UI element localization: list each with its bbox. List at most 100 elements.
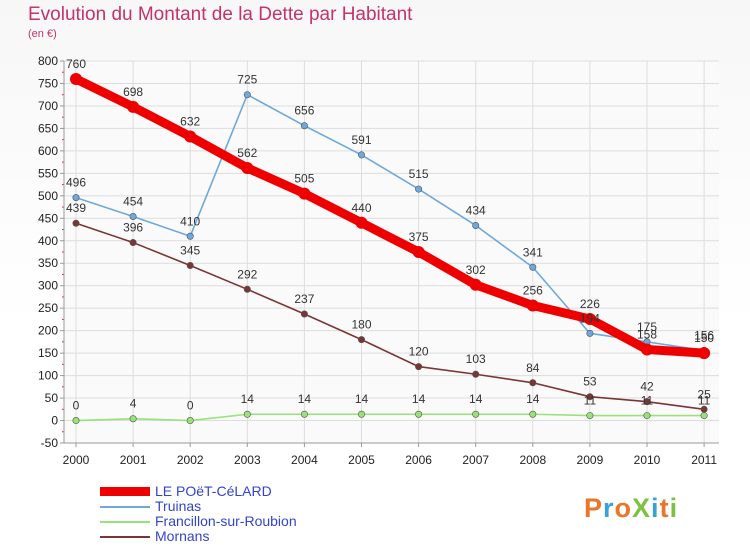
data-label: 42	[640, 380, 654, 394]
x-tick-label: 2008	[519, 453, 546, 467]
data-point	[529, 379, 537, 387]
data-label: 440	[351, 201, 371, 215]
data-label: 345	[180, 243, 200, 257]
data-point	[243, 91, 251, 99]
data-point	[415, 363, 423, 371]
data-label: 237	[294, 292, 314, 306]
data-label: 760	[66, 57, 86, 71]
data-point	[472, 370, 480, 378]
data-label: 25	[697, 387, 711, 401]
data-label: 562	[237, 146, 257, 160]
y-tick-label: 600	[38, 144, 58, 158]
data-label: 515	[409, 167, 429, 181]
data-point	[186, 232, 194, 240]
data-point	[415, 185, 423, 193]
data-label: 14	[412, 392, 426, 406]
x-tick-label: 2005	[348, 453, 375, 467]
data-label: 591	[351, 133, 371, 147]
data-point	[127, 100, 140, 113]
y-tick-label: 450	[38, 211, 58, 225]
legend-label: Mornans	[155, 528, 210, 544]
data-label: 156	[694, 328, 714, 342]
y-tick-label: 350	[38, 256, 58, 270]
y-tick-label: 500	[38, 189, 58, 203]
y-tick-label: 650	[38, 121, 58, 135]
data-label: 410	[180, 214, 200, 228]
data-label: 226	[580, 297, 600, 311]
x-tick-label: 2010	[634, 453, 661, 467]
series-line	[75, 222, 705, 411]
data-label: 341	[523, 245, 543, 259]
data-point	[129, 415, 137, 423]
data-label: 4	[130, 397, 137, 411]
x-tick-label: 2003	[234, 453, 261, 467]
data-point	[472, 410, 480, 418]
data-point	[643, 412, 651, 420]
y-tick-label: 0	[51, 414, 58, 428]
data-label: 103	[466, 352, 486, 366]
legend-swatch	[100, 487, 150, 496]
data-point	[186, 261, 194, 269]
legend-swatch	[100, 536, 150, 538]
data-point	[186, 417, 194, 425]
data-point	[529, 410, 537, 418]
data-label: 292	[237, 267, 257, 281]
data-label: 120	[409, 345, 429, 359]
proxiti-logo: ProXiti	[584, 493, 679, 523]
y-tick-label: 150	[38, 346, 58, 360]
legend-label: LE POëT-CéLARD	[155, 483, 272, 499]
data-point	[184, 130, 197, 143]
data-label: 496	[66, 176, 86, 190]
x-tick-label: 2000	[63, 453, 90, 467]
data-label: 14	[526, 392, 540, 406]
data-point	[72, 219, 80, 227]
data-label: 505	[294, 172, 314, 186]
data-point	[243, 410, 251, 418]
legend-swatch	[100, 506, 150, 508]
data-label: 698	[123, 85, 143, 99]
y-tick-label: -50	[41, 436, 59, 450]
legend-label: Truinas	[155, 498, 202, 514]
data-point	[643, 398, 651, 406]
data-point	[526, 299, 539, 312]
data-point	[355, 216, 368, 229]
data-label: 14	[469, 392, 483, 406]
data-label: 53	[583, 375, 597, 389]
x-tick-label: 2011	[691, 453, 717, 467]
data-label: 434	[466, 203, 486, 217]
data-point	[129, 212, 137, 220]
data-label: 180	[351, 318, 371, 332]
y-tick-label: 50	[45, 391, 59, 405]
y-tick-label: 250	[38, 301, 58, 315]
data-point	[241, 161, 254, 174]
y-tick-label: 400	[38, 234, 58, 248]
data-point	[700, 405, 708, 413]
data-point	[586, 393, 594, 401]
data-label: 84	[526, 361, 540, 375]
data-label: 256	[523, 283, 543, 297]
data-point	[412, 246, 425, 258]
data-point	[70, 72, 82, 85]
data-label: 302	[466, 263, 486, 277]
x-tick-label: 2004	[291, 453, 318, 467]
data-label: 0	[73, 399, 80, 413]
data-label: 0	[187, 399, 194, 413]
data-label: 11	[641, 394, 654, 408]
data-point	[72, 417, 80, 425]
legend-swatch	[100, 521, 150, 523]
data-label: 656	[294, 104, 314, 118]
y-tick-label: 200	[38, 324, 58, 338]
data-point	[129, 239, 137, 247]
data-point	[357, 336, 365, 344]
data-label: 14	[298, 392, 312, 406]
data-label: 454	[123, 194, 143, 208]
y-tick-label: 300	[38, 279, 58, 293]
data-label: 396	[123, 221, 143, 235]
data-label: 14	[241, 392, 255, 406]
data-point	[529, 263, 537, 271]
y-tick-label: 700	[38, 99, 58, 113]
series-line	[75, 413, 705, 422]
y-tick-label: 800	[38, 54, 58, 68]
